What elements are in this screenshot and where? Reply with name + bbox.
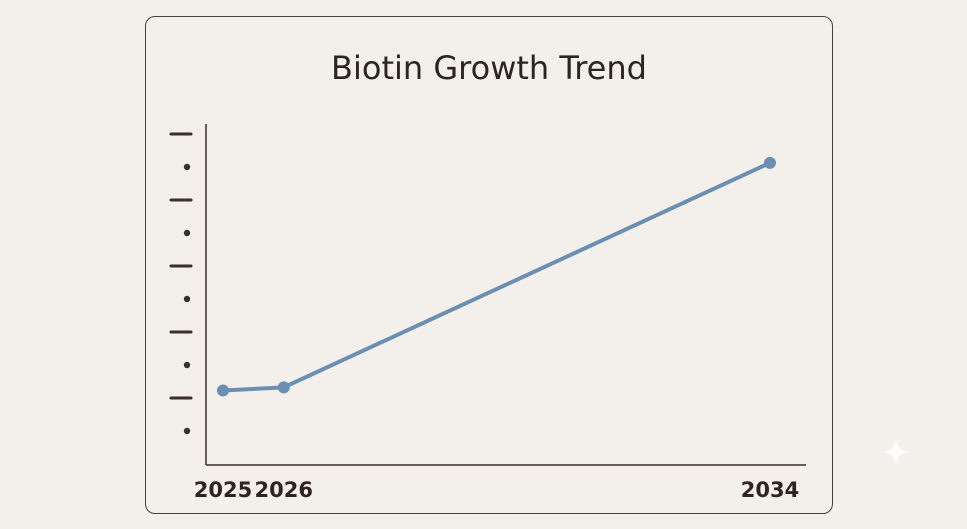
chart-card	[145, 16, 833, 514]
x-tick-label: 2025	[194, 478, 252, 502]
y-tick-dot	[183, 295, 191, 303]
x-tick-label: 2026	[255, 478, 313, 502]
data-point	[217, 384, 229, 397]
y-tick-dot	[183, 427, 191, 435]
y-ticks	[169, 132, 193, 435]
x-axis: 2025 2026 2034	[194, 464, 806, 502]
series-line	[221, 160, 772, 393]
y-tick-dot	[183, 361, 191, 369]
series-layer	[217, 156, 776, 397]
data-point	[277, 381, 290, 394]
y-tick-dot	[183, 163, 191, 171]
y-axis	[169, 124, 207, 465]
x-tick-labels: 2025 2026 2034	[194, 478, 799, 502]
x-tick-label: 2034	[741, 478, 799, 502]
sparkle-icon	[882, 438, 910, 466]
data-point	[764, 156, 776, 169]
y-tick-dot	[183, 229, 191, 237]
chart-title: Biotin Growth Trend	[331, 49, 647, 87]
